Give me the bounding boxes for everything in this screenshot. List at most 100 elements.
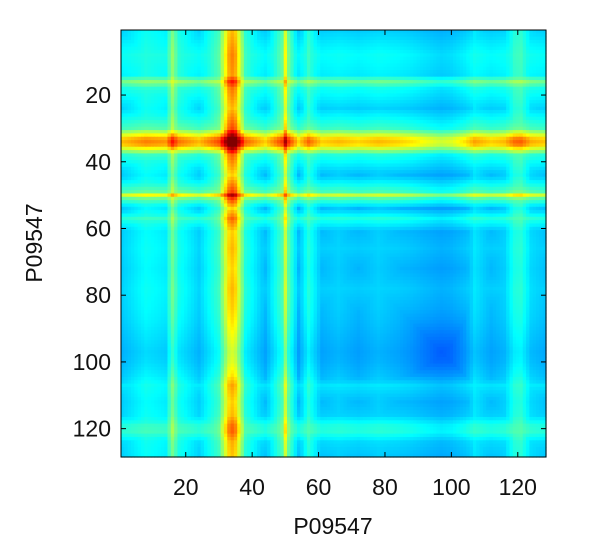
heatmap-cell (144, 76, 149, 81)
heatmap-cell (542, 70, 547, 74)
heatmap-cell (413, 56, 418, 61)
heatmap-cell (220, 63, 225, 68)
heatmap-cell (213, 50, 218, 54)
heatmap-cell (280, 90, 285, 94)
heatmap-cell (466, 53, 471, 58)
heatmap-cell (313, 86, 318, 91)
heatmap-cell (184, 90, 189, 94)
heatmap-cell (489, 80, 494, 84)
heatmap-cell (277, 86, 281, 91)
heatmap-cell (360, 40, 364, 44)
heatmap-cell (200, 70, 205, 74)
heatmap-cell (360, 33, 364, 38)
heatmap-cell (180, 83, 185, 88)
heatmap-cell (283, 83, 288, 88)
heatmap-cell (472, 86, 477, 91)
heatmap-cell (486, 60, 491, 64)
heatmap-cell (522, 86, 527, 91)
heatmap-cell (277, 30, 281, 34)
heatmap-cell (532, 76, 537, 81)
heatmap-cell (223, 56, 228, 61)
heatmap-cell (539, 70, 544, 74)
heatmap-cell (233, 93, 238, 98)
heatmap-cell (190, 66, 195, 71)
heatmap-cell (492, 90, 497, 94)
heatmap-cell (210, 30, 215, 34)
heatmap-cell (287, 90, 291, 94)
heatmap-cell (154, 63, 159, 68)
heatmap-cell (532, 46, 537, 51)
heatmap-cell (160, 73, 165, 78)
heatmap-cell (512, 33, 517, 38)
heatmap-cell (436, 80, 441, 84)
heatmap-cell (306, 50, 311, 54)
heatmap-cell (137, 83, 142, 88)
heatmap-cell (306, 66, 311, 71)
heatmap-cell (157, 50, 162, 54)
heatmap-cell (167, 56, 172, 61)
heatmap-cell (184, 56, 189, 61)
heatmap-cell (532, 86, 537, 91)
heatmap-cell (526, 86, 530, 91)
heatmap-cell (147, 43, 152, 48)
heatmap-cell (240, 66, 245, 71)
heatmap-cell (137, 96, 142, 101)
heatmap-cell (399, 60, 404, 64)
heatmap-cell (237, 53, 242, 58)
heatmap-cell (469, 86, 474, 91)
heatmap-cell (370, 30, 374, 34)
heatmap-cell (529, 76, 534, 81)
heatmap-cell (140, 53, 145, 58)
heatmap-cell (343, 60, 348, 64)
heatmap-cell (443, 70, 447, 74)
heatmap-cell (456, 93, 461, 98)
heatmap-cell (303, 63, 308, 68)
heatmap-cell (360, 56, 364, 61)
heatmap-cell (479, 60, 484, 64)
heatmap-cell (472, 66, 477, 71)
heatmap-cell (213, 90, 218, 94)
heatmap-cell (243, 53, 248, 58)
heatmap-cell (399, 83, 404, 88)
heatmap-cell (164, 50, 169, 54)
heatmap-cell (227, 33, 232, 38)
heatmap-cell (516, 63, 521, 68)
heatmap-cell (180, 93, 185, 98)
heatmap-cell (237, 43, 242, 48)
heatmap-cell (140, 93, 145, 98)
heatmap-cell (542, 46, 547, 51)
heatmap-cell (313, 63, 318, 68)
heatmap-cell (180, 36, 185, 41)
heatmap-cell (213, 96, 218, 101)
heatmap-cell (320, 86, 325, 91)
heatmap-cell (270, 90, 275, 94)
heatmap-cell (170, 46, 175, 51)
heatmap-cell (194, 30, 198, 34)
heatmap-cell (190, 80, 195, 84)
heatmap-cell (300, 76, 305, 81)
heatmap-cell (542, 56, 547, 61)
heatmap-cell (482, 56, 487, 61)
heatmap-cell (492, 46, 497, 51)
heatmap-cell (300, 83, 305, 88)
heatmap-cell (512, 66, 517, 71)
heatmap-cell (217, 43, 222, 48)
heatmap-cell (413, 43, 418, 48)
heatmap-cell (526, 73, 530, 78)
heatmap-cell (340, 30, 345, 34)
heatmap-cell (217, 36, 222, 41)
heatmap-cell (210, 40, 215, 44)
heatmap-cell (482, 86, 487, 91)
heatmap-cell (174, 63, 179, 68)
heatmap-cell (130, 90, 135, 94)
heatmap-cell (210, 66, 215, 71)
heatmap-cell (227, 60, 232, 64)
heatmap-cell (386, 73, 391, 78)
heatmap-cell (542, 40, 547, 44)
heatmap-cell (486, 70, 491, 74)
heatmap-cell (403, 33, 408, 38)
heatmap-cell (336, 86, 341, 91)
heatmap-cell (313, 70, 318, 74)
heatmap-cell (180, 76, 185, 81)
heatmap-cell (492, 50, 497, 54)
